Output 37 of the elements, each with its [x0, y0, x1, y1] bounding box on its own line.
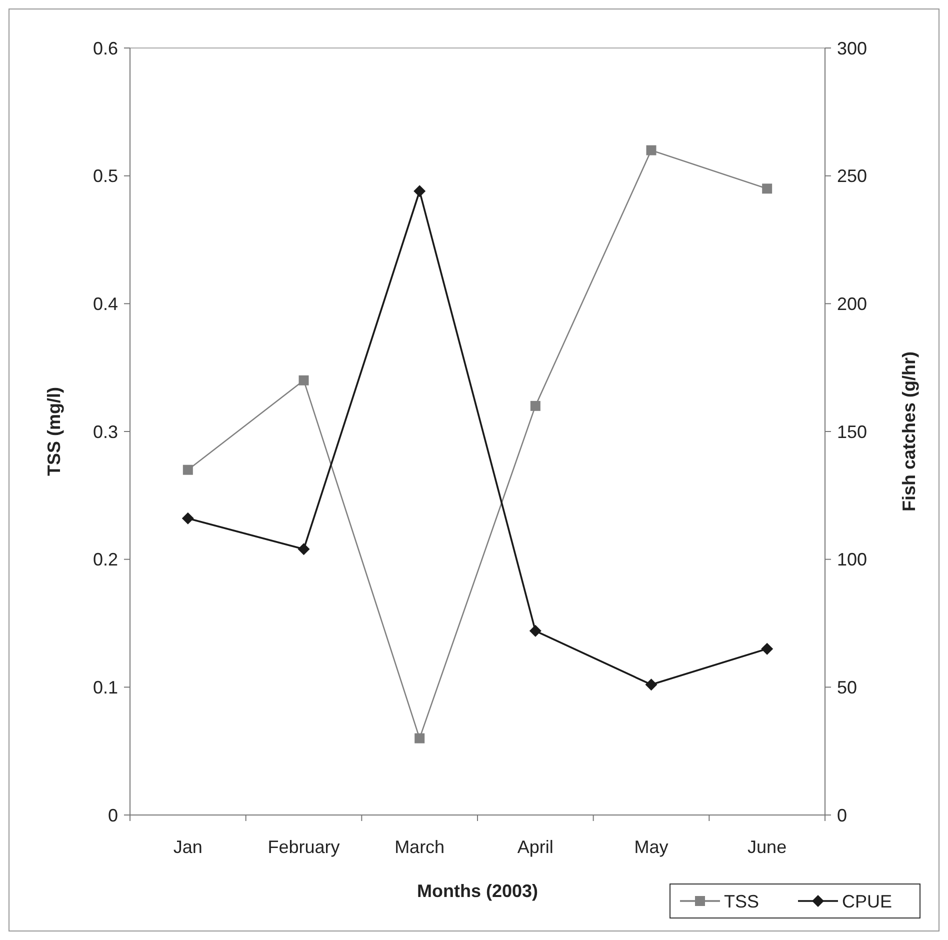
y2-tick-label: 50: [837, 677, 858, 698]
y-tick-label: 0.2: [92, 550, 118, 570]
y2-axis-title: Fish catches (g/hr): [899, 351, 919, 512]
x-tick-label: February: [268, 837, 340, 857]
x-tick-label: June: [748, 837, 787, 857]
y2-tick-label: 0: [837, 805, 848, 826]
point: [414, 185, 426, 198]
legend-label: TSS: [724, 891, 760, 912]
x-tick-label: Jan: [173, 837, 202, 857]
y2-tick-label: 300: [837, 38, 868, 58]
x-tick-label: March: [394, 837, 445, 857]
point: [646, 145, 656, 156]
point: [530, 400, 540, 411]
y-tick-label: 0.5: [92, 166, 118, 186]
y-tick-label: 0: [108, 805, 118, 826]
point: [298, 543, 310, 556]
x-tick-label: May: [634, 837, 668, 857]
legend-label: CPUE: [842, 891, 892, 912]
x-axis-title: Months (2003): [416, 881, 538, 901]
point: [298, 375, 309, 386]
y-tick-label: 0.6: [92, 38, 118, 58]
y2-tick-label: 250: [837, 166, 868, 186]
point: [414, 733, 425, 744]
point: [761, 642, 774, 655]
y2-tick-label: 200: [837, 294, 868, 314]
x-tick-label: April: [517, 837, 554, 857]
y2-tick-label: 100: [837, 550, 868, 570]
point: [645, 678, 658, 691]
y2-tick-label: 150: [837, 422, 868, 442]
point: [182, 512, 194, 524]
y-tick-label: 0.4: [92, 294, 118, 314]
point: [762, 184, 772, 194]
y-tick-label: 0.3: [92, 422, 118, 442]
point: [529, 624, 542, 637]
point: [182, 464, 193, 475]
y-tick-label: 0.1: [92, 677, 118, 698]
y-axis-title: TSS (mg/l): [44, 386, 64, 476]
